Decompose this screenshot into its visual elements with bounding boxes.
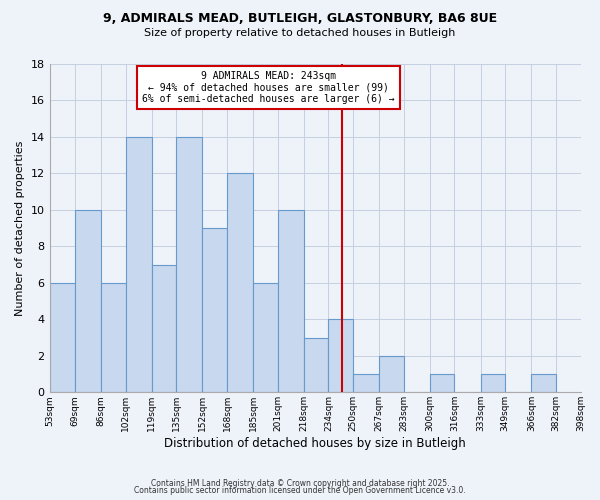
Bar <box>532 374 556 392</box>
X-axis label: Distribution of detached houses by size in Butleigh: Distribution of detached houses by size … <box>164 437 466 450</box>
Bar <box>379 356 404 393</box>
Text: Size of property relative to detached houses in Butleigh: Size of property relative to detached ho… <box>145 28 455 38</box>
Text: Contains public sector information licensed under the Open Government Licence v3: Contains public sector information licen… <box>134 486 466 495</box>
Bar <box>227 174 253 392</box>
Bar <box>50 283 75 393</box>
Bar <box>304 338 328 392</box>
Text: Contains HM Land Registry data © Crown copyright and database right 2025.: Contains HM Land Registry data © Crown c… <box>151 478 449 488</box>
Bar <box>176 137 202 392</box>
Bar <box>278 210 304 392</box>
Text: 9, ADMIRALS MEAD, BUTLEIGH, GLASTONBURY, BA6 8UE: 9, ADMIRALS MEAD, BUTLEIGH, GLASTONBURY,… <box>103 12 497 26</box>
Bar <box>101 283 125 393</box>
Bar <box>430 374 454 392</box>
Bar <box>202 228 227 392</box>
Bar <box>75 210 101 392</box>
Text: 9 ADMIRALS MEAD: 243sqm
← 94% of detached houses are smaller (99)
6% of semi-det: 9 ADMIRALS MEAD: 243sqm ← 94% of detache… <box>142 72 395 104</box>
Bar <box>152 264 176 392</box>
Y-axis label: Number of detached properties: Number of detached properties <box>15 140 25 316</box>
Bar <box>353 374 379 392</box>
Bar <box>253 283 278 393</box>
Bar <box>328 320 353 392</box>
Bar <box>125 137 152 392</box>
Bar <box>481 374 505 392</box>
